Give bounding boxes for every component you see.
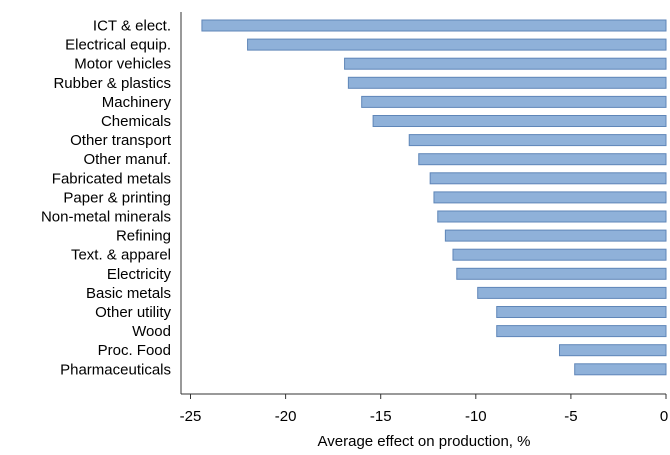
- category-label: Refining: [116, 228, 171, 245]
- category-label: Basic metals: [86, 285, 171, 302]
- bar: [347, 76, 667, 89]
- bar: [344, 57, 667, 70]
- x-tick-label: 0: [660, 408, 668, 425]
- x-tick-label: -10: [465, 408, 487, 425]
- category-label: Other transport: [70, 132, 172, 149]
- bar: [201, 19, 667, 32]
- bar: [574, 363, 667, 376]
- x-tick-label: -5: [564, 408, 577, 425]
- category-label: Motor vehicles: [74, 56, 171, 73]
- bar: [433, 191, 667, 204]
- x-ticks: -25 -20 -15 -10 -5 0: [180, 394, 668, 425]
- bar: [372, 115, 667, 127]
- bar: [247, 38, 667, 51]
- bar: [437, 210, 667, 223]
- category-label: Other manuf.: [83, 151, 171, 168]
- category-label: ICT & elect.: [93, 18, 171, 35]
- x-tick-label: -15: [370, 408, 392, 425]
- x-axis-title: Average effect on production, %: [318, 433, 531, 450]
- bar: [477, 286, 667, 299]
- bar: [444, 229, 667, 242]
- category-label: Fabricated metals: [52, 170, 171, 187]
- category-label: Rubber & plastics: [53, 75, 171, 92]
- category-labels: ICT & elect. Electrical equip. Motor vehic…: [41, 18, 172, 379]
- bars-group: [201, 19, 667, 376]
- bar: [361, 95, 667, 108]
- bar: [429, 172, 667, 185]
- category-label: Non-metal minerals: [41, 209, 171, 226]
- category-label: Machinery: [102, 94, 172, 111]
- category-label: Proc. Food: [98, 342, 171, 359]
- category-label: Electrical equip.: [65, 37, 171, 54]
- bar: [408, 134, 667, 147]
- bar: [558, 344, 667, 357]
- category-label: Wood: [132, 323, 171, 340]
- bar: [496, 325, 667, 338]
- category-label: Other utility: [95, 304, 171, 321]
- bar: [418, 153, 667, 166]
- category-label: Pharmaceuticals: [60, 361, 171, 378]
- x-tick-label: -25: [180, 408, 202, 425]
- bar: [456, 267, 667, 280]
- bar: [496, 306, 667, 318]
- x-tick-label: -20: [275, 408, 297, 425]
- category-label: Chemicals: [101, 113, 171, 130]
- category-label: Text. & apparel: [71, 247, 171, 264]
- category-label: Electricity: [107, 266, 172, 283]
- category-label: Paper & printing: [63, 189, 171, 206]
- bar: [452, 248, 667, 261]
